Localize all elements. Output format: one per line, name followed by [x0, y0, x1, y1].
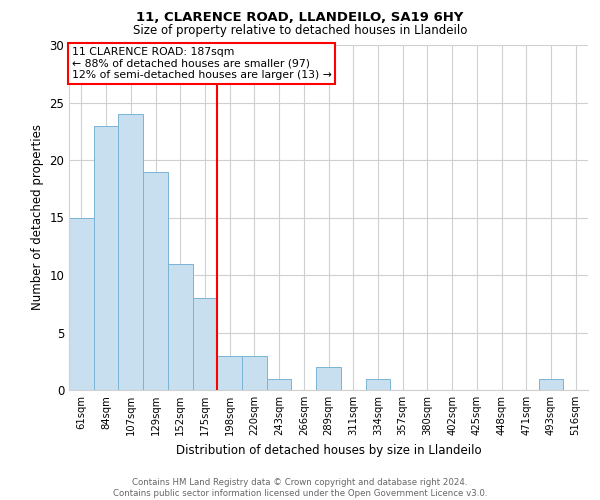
Bar — [143, 172, 168, 390]
Bar — [118, 114, 143, 390]
Text: 11 CLARENCE ROAD: 187sqm
← 88% of detached houses are smaller (97)
12% of semi-d: 11 CLARENCE ROAD: 187sqm ← 88% of detach… — [71, 46, 331, 80]
Bar — [267, 378, 292, 390]
Text: Size of property relative to detached houses in Llandeilo: Size of property relative to detached ho… — [133, 24, 467, 37]
X-axis label: Distribution of detached houses by size in Llandeilo: Distribution of detached houses by size … — [176, 444, 481, 456]
Bar — [539, 378, 563, 390]
Bar — [94, 126, 118, 390]
Bar — [365, 378, 390, 390]
Y-axis label: Number of detached properties: Number of detached properties — [31, 124, 44, 310]
Bar — [316, 367, 341, 390]
Text: 11, CLARENCE ROAD, LLANDEILO, SA19 6HY: 11, CLARENCE ROAD, LLANDEILO, SA19 6HY — [136, 11, 464, 24]
Text: Contains HM Land Registry data © Crown copyright and database right 2024.
Contai: Contains HM Land Registry data © Crown c… — [113, 478, 487, 498]
Bar — [193, 298, 217, 390]
Bar — [69, 218, 94, 390]
Bar — [242, 356, 267, 390]
Bar — [217, 356, 242, 390]
Bar — [168, 264, 193, 390]
